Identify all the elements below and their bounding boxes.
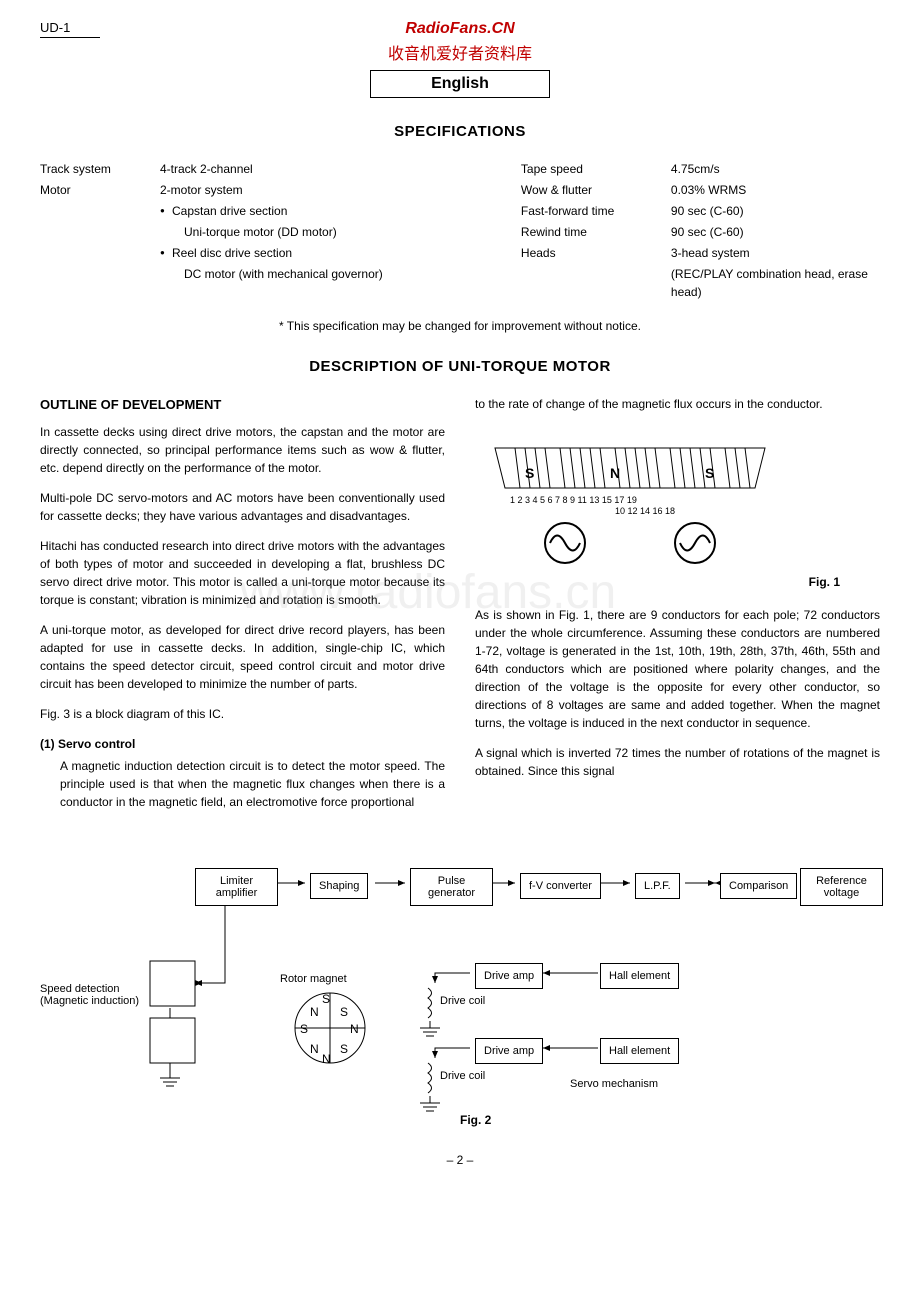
paragraph: Multi-pole DC servo-motors and AC motors… bbox=[40, 489, 445, 525]
spec-subitem: DC motor (with mechanical governor) bbox=[160, 265, 471, 283]
diag-drive-coil: Drive coil bbox=[440, 995, 485, 1007]
spec-label: Motor bbox=[40, 181, 130, 199]
servo-heading: (1) Servo control bbox=[40, 735, 445, 753]
spec-label: Fast-forward time bbox=[521, 202, 641, 220]
svg-text:N: N bbox=[310, 1042, 319, 1056]
paragraph: A signal which is inverted 72 times the … bbox=[475, 744, 880, 780]
diag-speed-detection: Speed detection (Magnetic induction) bbox=[40, 983, 150, 1007]
language-box: English bbox=[370, 70, 550, 98]
footnote: * This specification may be changed for … bbox=[40, 319, 880, 333]
diag-hall: Hall element bbox=[600, 963, 679, 989]
specifications-table: Track system Motor 4-track 2-channel 2-m… bbox=[40, 160, 880, 304]
spec-bullet: Capstan drive section bbox=[160, 202, 471, 220]
fig1-numbers: 1 2 3 4 5 6 7 8 9 11 13 15 17 19 bbox=[510, 495, 637, 505]
paragraph: Hitachi has conducted research into dire… bbox=[40, 537, 445, 609]
header-center: RadioFans.CN 收音机爱好者资料库 English bbox=[100, 20, 820, 98]
diag-comparison: Comparison bbox=[720, 873, 797, 899]
diag-drive-amp-2: Drive amp bbox=[475, 1038, 543, 1064]
spec-bullet: Reel disc drive section bbox=[160, 244, 471, 262]
figure-1: S N S 1 2 3 4 5 6 7 8 9 11 13 15 17 19 1… bbox=[475, 428, 880, 591]
outline-title: OUTLINE OF DEVELOPMENT bbox=[40, 395, 445, 415]
paragraph: Fig. 3 is a block diagram of this IC. bbox=[40, 705, 445, 723]
body-columns: www.radiofans.cn OUTLINE OF DEVELOPMENT … bbox=[40, 395, 880, 823]
diag-pulse: Pulse generator bbox=[410, 868, 493, 906]
specifications-title: SPECIFICATIONS bbox=[40, 123, 880, 140]
spec-label: Rewind time bbox=[521, 223, 641, 241]
svg-text:N: N bbox=[322, 1052, 331, 1066]
spec-value: 4.75cm/s bbox=[671, 160, 880, 178]
spec-value: (REC/PLAY combination head, erase head) bbox=[671, 265, 880, 301]
paragraph: A uni-torque motor, as developed for dir… bbox=[40, 621, 445, 693]
spec-label: Tape speed bbox=[521, 160, 641, 178]
paragraph: to the rate of change of the magnetic fl… bbox=[475, 395, 880, 413]
spec-label: Track system bbox=[40, 160, 130, 178]
svg-text:N: N bbox=[350, 1022, 359, 1036]
diag-drive-coil-2: Drive coil bbox=[440, 1070, 485, 1082]
diag-drive-amp: Drive amp bbox=[475, 963, 543, 989]
spec-value: 90 sec (C-60) bbox=[671, 202, 880, 220]
diag-hall-2: Hall element bbox=[600, 1038, 679, 1064]
spec-value: 90 sec (C-60) bbox=[671, 223, 880, 241]
spec-value: 2-motor system bbox=[160, 181, 471, 199]
svg-text:N: N bbox=[310, 1005, 319, 1019]
fig1-label-s: S bbox=[525, 465, 534, 481]
svg-text:S: S bbox=[340, 1005, 348, 1019]
diag-fv: f-V converter bbox=[520, 873, 601, 899]
fig1-caption: Fig. 1 bbox=[475, 573, 880, 591]
spec-value: 4-track 2-channel bbox=[160, 160, 471, 178]
svg-text:S: S bbox=[300, 1022, 308, 1036]
diag-limiter: Limiter amplifier bbox=[195, 868, 278, 906]
model-number: UD-1 bbox=[40, 20, 100, 38]
paragraph: As is shown in Fig. 1, there are 9 condu… bbox=[475, 606, 880, 732]
site-tagline: 收音机爱好者资料库 bbox=[100, 40, 820, 64]
site-name: RadioFans.CN bbox=[100, 20, 820, 38]
description-title: DESCRIPTION OF UNI-TORQUE MOTOR bbox=[40, 358, 880, 375]
page-number: – 2 – bbox=[40, 1153, 880, 1167]
diag-reference: Reference voltage bbox=[800, 868, 883, 906]
fig2-caption: Fig. 2 bbox=[460, 1113, 491, 1127]
spec-label: Wow & flutter bbox=[521, 181, 641, 199]
paragraph: In cassette decks using direct drive mot… bbox=[40, 423, 445, 477]
spec-value: 0.03% WRMS bbox=[671, 181, 880, 199]
right-column: to the rate of change of the magnetic fl… bbox=[475, 395, 880, 823]
svg-text:S: S bbox=[322, 992, 330, 1006]
diag-rotor: Rotor magnet bbox=[280, 973, 347, 985]
fig1-label-s2: S bbox=[705, 465, 714, 481]
fig1-label-n: N bbox=[610, 465, 620, 481]
spec-subitem: Uni-torque motor (DD motor) bbox=[160, 223, 471, 241]
svg-text:S: S bbox=[340, 1042, 348, 1056]
diag-shaping: Shaping bbox=[310, 873, 368, 899]
spec-label: Heads bbox=[521, 244, 641, 262]
page-header: UD-1 RadioFans.CN 收音机爱好者资料库 English bbox=[40, 20, 880, 98]
left-column: OUTLINE OF DEVELOPMENT In cassette decks… bbox=[40, 395, 445, 823]
diag-lpf: L.P.F. bbox=[635, 873, 680, 899]
diag-servo-label: Servo mechanism bbox=[570, 1078, 658, 1090]
fig1-numbers2: 10 12 14 16 18 bbox=[615, 506, 675, 516]
paragraph: A magnetic induction detection circuit i… bbox=[40, 757, 445, 811]
figure-2-block-diagram: N S S N N S S N Limiter amplifier Shapin… bbox=[40, 853, 880, 1133]
spec-value: 3-head system bbox=[671, 244, 880, 262]
